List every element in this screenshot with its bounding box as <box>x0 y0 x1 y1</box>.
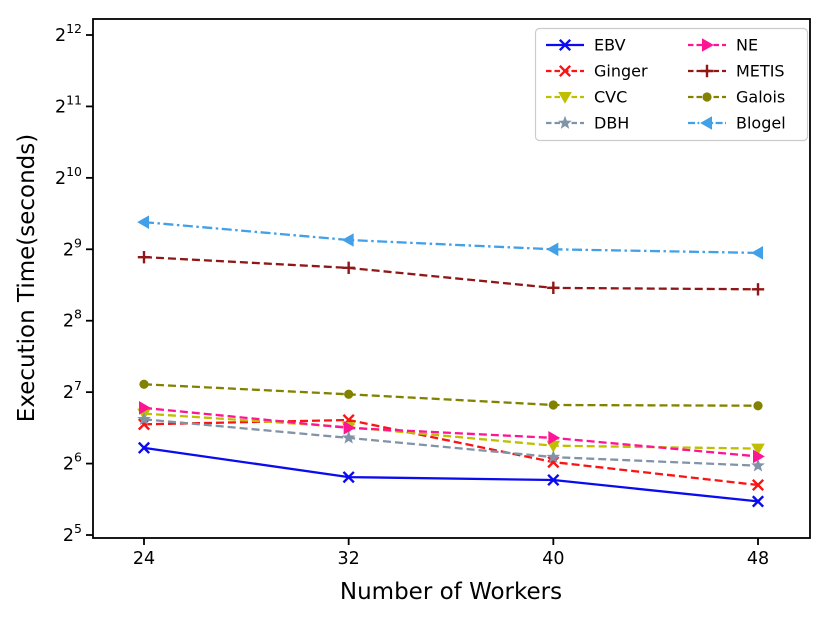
legend-marker-blogel <box>700 116 712 130</box>
legend-marker-ginger <box>558 64 572 78</box>
y-tick-label-2pow7: 27 <box>63 378 82 403</box>
series-ginger-line <box>143 418 759 487</box>
series-metis-marker-48 <box>751 283 765 296</box>
series-metis-marker-32 <box>342 261 355 275</box>
legend-item-metis: METIS <box>688 62 785 81</box>
series-blogel-line <box>143 220 759 255</box>
x-tick-label-24: 24 <box>133 549 155 569</box>
x-axis-title: Number of Workers <box>340 579 562 605</box>
y-tick-label-2pow6: 26 <box>63 450 82 475</box>
plot-border <box>92 18 811 539</box>
series-metis-marker-40 <box>547 281 560 295</box>
series-ginger-marker-48 <box>751 478 765 492</box>
series-dbh-marker-40 <box>546 449 561 463</box>
series-ginger-marker-24 <box>137 418 151 431</box>
legend-marker-ebv <box>558 38 572 52</box>
legend-label-galois: Galois <box>736 88 785 107</box>
series-ne-marker-32 <box>343 421 356 435</box>
legend-label-ne: NE <box>736 36 758 55</box>
y-tick-label-2pow12: 212 <box>55 21 82 46</box>
y-tick-label-2pow5: 25 <box>63 521 82 546</box>
series-galois-marker-48 <box>753 401 763 411</box>
y-tick-label-2pow8: 28 <box>63 307 82 332</box>
series-galois <box>139 379 763 411</box>
y-tick-label-2pow10: 210 <box>55 164 82 189</box>
series-ne-line <box>143 406 759 458</box>
legend-marker-cvc <box>558 92 572 104</box>
series-ebv-line <box>143 446 759 503</box>
series-dbh-marker-32 <box>341 430 356 444</box>
y-axis-title: Execution Time(seconds) <box>14 134 40 422</box>
series-layer <box>137 215 765 508</box>
series-galois-marker-40 <box>548 400 558 410</box>
axes-layer: 25 26 27 28 29 210 211 212 24 32 40 48 <box>55 18 811 569</box>
legend-item-blogel: Blogel <box>688 114 786 133</box>
series-metis-marker-24 <box>137 250 151 264</box>
x-tick-label-32: 32 <box>338 549 360 569</box>
series-blogel <box>137 215 763 260</box>
legend-marker-ne <box>702 38 714 52</box>
legend-item-galois: Galois <box>688 88 785 107</box>
legend-item-ginger: Ginger <box>546 62 648 81</box>
series-ne-marker-40 <box>548 431 561 445</box>
series-cvc-marker-48 <box>751 443 765 456</box>
series-blogel-marker-24 <box>137 215 149 229</box>
legend-label-ebv: EBV <box>594 36 626 55</box>
series-ebv-marker-48 <box>751 495 765 508</box>
series-dbh <box>137 412 765 472</box>
y-tick-label-2pow9: 29 <box>63 235 82 260</box>
series-metis <box>137 250 765 296</box>
series-ebv <box>137 441 765 508</box>
legend-item-dbh: DBH <box>546 114 629 133</box>
y-tick-label-2pow11: 211 <box>55 92 82 117</box>
series-dbh-marker-48 <box>751 458 765 472</box>
series-cvc-line <box>143 412 759 450</box>
series-dbh-line <box>143 418 759 467</box>
legend: EBV Ginger CVC DBH NE METIS Galois Blogel <box>534 27 809 142</box>
series-ne-marker-48 <box>753 449 765 464</box>
legend-box <box>534 27 809 142</box>
series-blogel-marker-40 <box>546 242 559 257</box>
legend-item-cvc: CVC <box>546 88 627 107</box>
legend-item-ebv: EBV <box>546 36 626 55</box>
legend-label-blogel: Blogel <box>736 114 786 133</box>
series-blogel-marker-48 <box>751 246 763 260</box>
legend-item-ne: NE <box>688 36 758 55</box>
series-ginger-marker-40 <box>547 456 560 469</box>
series-ebv-marker-40 <box>547 473 560 487</box>
series-ne <box>139 401 765 464</box>
series-metis-line <box>143 255 759 291</box>
series-galois-marker-32 <box>344 389 354 399</box>
legend-marker-metis <box>700 64 714 78</box>
legend-label-dbh: DBH <box>594 114 629 133</box>
x-tick-label-40: 40 <box>542 549 564 569</box>
series-dbh-marker-24 <box>137 412 151 426</box>
series-blogel-marker-32 <box>341 233 354 247</box>
legend-marker-galois <box>702 92 712 102</box>
legend-marker-dbh <box>558 115 572 129</box>
series-galois-line <box>143 383 759 407</box>
legend-label-cvc: CVC <box>594 88 627 107</box>
series-ne-marker-24 <box>139 401 151 415</box>
series-galois-marker-24 <box>139 379 149 389</box>
series-ebv-marker-32 <box>342 471 355 484</box>
legend-label-metis: METIS <box>736 62 785 81</box>
x-tick-label-48: 48 <box>747 549 769 569</box>
series-ebv-marker-24 <box>137 441 151 454</box>
legend-label-ginger: Ginger <box>594 62 648 81</box>
